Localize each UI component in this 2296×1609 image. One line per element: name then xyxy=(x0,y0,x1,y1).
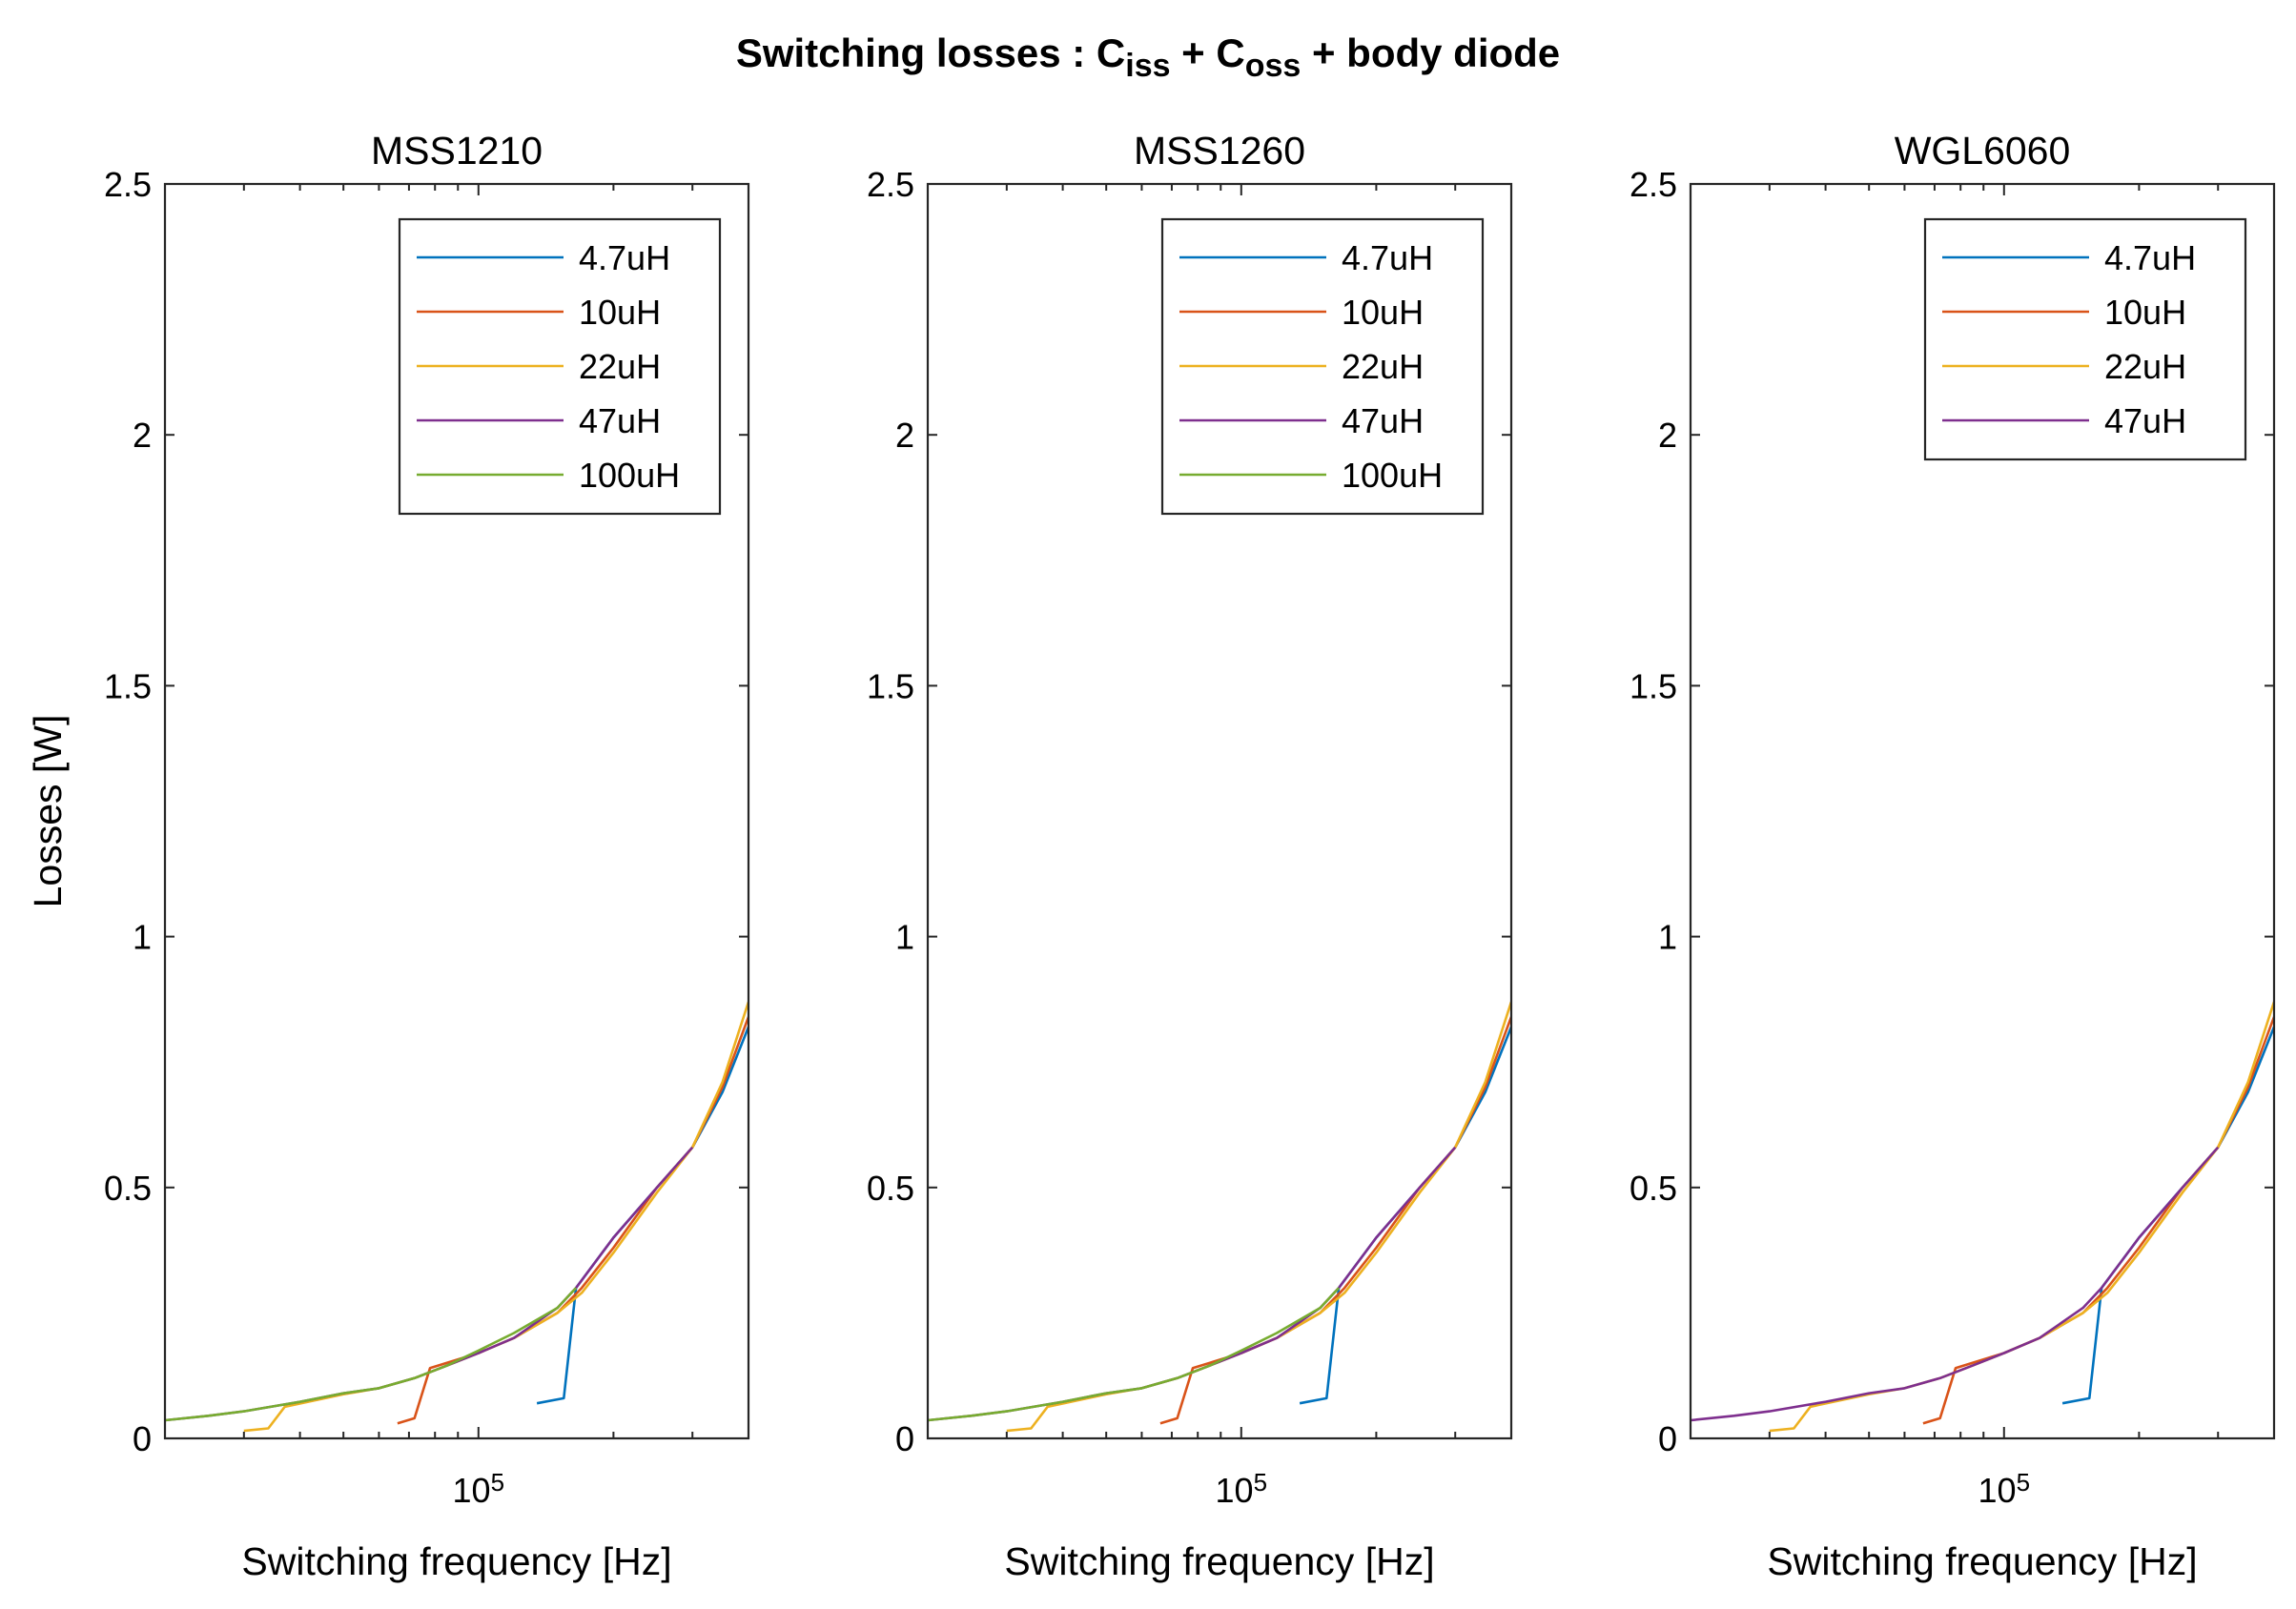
x-tick-label: 105 xyxy=(453,1468,505,1510)
legend-label: 10uH xyxy=(2104,293,2186,332)
legend: 4.7uH 10uH 22uH 47uH 100uH xyxy=(398,217,722,516)
y-tick-label: 2.5 xyxy=(867,165,914,204)
y-tick-label: 0.5 xyxy=(104,1169,152,1208)
legend-item-22uH: 22uH xyxy=(417,347,661,386)
y-tick-label: 2.5 xyxy=(104,165,152,204)
legend-item-47uH: 47uH xyxy=(1942,401,2186,440)
y-tick-label: 1 xyxy=(895,918,914,957)
panel-title: WGL6060 xyxy=(1895,129,2071,173)
legend-item-47uH: 47uH xyxy=(1179,401,1424,440)
legend-label: 4.7uH xyxy=(2104,238,2196,277)
series-line-100uH xyxy=(928,1287,1341,1422)
title-part: Switching losses : C xyxy=(736,31,1125,75)
axes-box xyxy=(163,182,750,1440)
y-tick-label: 0.5 xyxy=(1630,1169,1677,1208)
title-part: + C xyxy=(1171,31,1245,75)
legend-item-22uH: 22uH xyxy=(1179,347,1424,386)
y-tick-label: 2 xyxy=(133,416,152,455)
y-tick-label: 0 xyxy=(133,1419,152,1458)
legend: 4.7uH 10uH 22uH 47uH xyxy=(1923,217,2247,461)
legend-label: 10uH xyxy=(579,293,661,332)
legend-item-4.7uH: 4.7uH xyxy=(1942,238,2196,277)
legend-item-100uH: 100uH xyxy=(417,456,680,495)
legend-item-22uH: 22uH xyxy=(1942,347,2186,386)
y-tick-label: 1 xyxy=(133,918,152,957)
y-tick-label: 1.5 xyxy=(104,666,152,705)
panel-title: MSS1260 xyxy=(1134,129,1305,173)
legend-label: 4.7uH xyxy=(1342,238,1433,277)
legend-item-4.7uH: 4.7uH xyxy=(417,238,670,277)
legend-label: 100uH xyxy=(579,456,680,495)
legend-label: 47uH xyxy=(2104,401,2186,440)
figure-title: Switching losses : Ciss + Coss + body di… xyxy=(736,31,1560,84)
series-group xyxy=(928,1001,1511,1433)
legend-label: 4.7uH xyxy=(579,238,670,277)
y-tick-label: 2 xyxy=(895,416,914,455)
panel-wgl6060: WGL6060 0 0.5 1 1.5 2 2.5 105 Switching frequenc… xyxy=(1630,129,2276,1583)
legend-item-10uH: 10uH xyxy=(417,293,661,332)
panel-mss1210: MSS1210 0 0.5 1 1.5 2 2.5 105 Switching frequenc… xyxy=(26,129,750,1583)
y-tick-label: 0 xyxy=(895,1419,914,1458)
series-line-100uH xyxy=(165,1287,578,1422)
y-tick-label: 2.5 xyxy=(1630,165,1677,204)
legend-item-10uH: 10uH xyxy=(1179,293,1424,332)
legend-label: 47uH xyxy=(1342,401,1424,440)
legend-label: 47uH xyxy=(579,401,661,440)
series-line-47uH xyxy=(1691,1146,2220,1422)
y-tick-label: 1.5 xyxy=(1630,666,1677,705)
series-group xyxy=(1691,1001,2274,1433)
legend-item-100uH: 100uH xyxy=(1179,456,1443,495)
title-subscript: iss xyxy=(1125,48,1170,84)
legend: 4.7uH 10uH 22uH 47uH 100uH xyxy=(1160,217,1485,516)
y-axis-label: Losses [W] xyxy=(26,715,70,908)
panel-mss1260: MSS1260 0 0.5 1 1.5 2 2.5 105 Switching frequenc… xyxy=(867,129,1513,1583)
axes-box xyxy=(926,182,1513,1440)
x-axis-label: Switching frequency [Hz] xyxy=(1004,1539,1434,1583)
y-tick-label: 2 xyxy=(1658,416,1677,455)
legend-item-4.7uH: 4.7uH xyxy=(1179,238,1433,277)
legend-label: 22uH xyxy=(579,347,661,386)
y-tick-label: 0 xyxy=(1658,1419,1677,1458)
legend-item-10uH: 10uH xyxy=(1942,293,2186,332)
legend-label: 22uH xyxy=(1342,347,1424,386)
legend-label: 10uH xyxy=(1342,293,1424,332)
title-part: + body diode xyxy=(1301,31,1560,75)
legend-box xyxy=(1923,217,2247,461)
series-group xyxy=(165,1001,748,1433)
y-tick-label: 0.5 xyxy=(867,1169,914,1208)
title-subscript: oss xyxy=(1245,48,1302,84)
x-axis-label: Switching frequency [Hz] xyxy=(1767,1539,2197,1583)
y-tick-label: 1 xyxy=(1658,918,1677,957)
x-tick-label: 105 xyxy=(1216,1468,1268,1510)
panels: MSS1210 0 0.5 1 1.5 2 2.5 105 Switching frequenc… xyxy=(26,129,2276,1583)
axes-box xyxy=(1689,182,2276,1440)
panel-title: MSS1210 xyxy=(371,129,543,173)
legend-label: 22uH xyxy=(2104,347,2186,386)
y-tick-label: 1.5 xyxy=(867,666,914,705)
x-tick-label: 105 xyxy=(1978,1468,2031,1510)
x-axis-label: Switching frequency [Hz] xyxy=(241,1539,671,1583)
legend-label: 100uH xyxy=(1342,456,1443,495)
legend-item-47uH: 47uH xyxy=(417,401,661,440)
